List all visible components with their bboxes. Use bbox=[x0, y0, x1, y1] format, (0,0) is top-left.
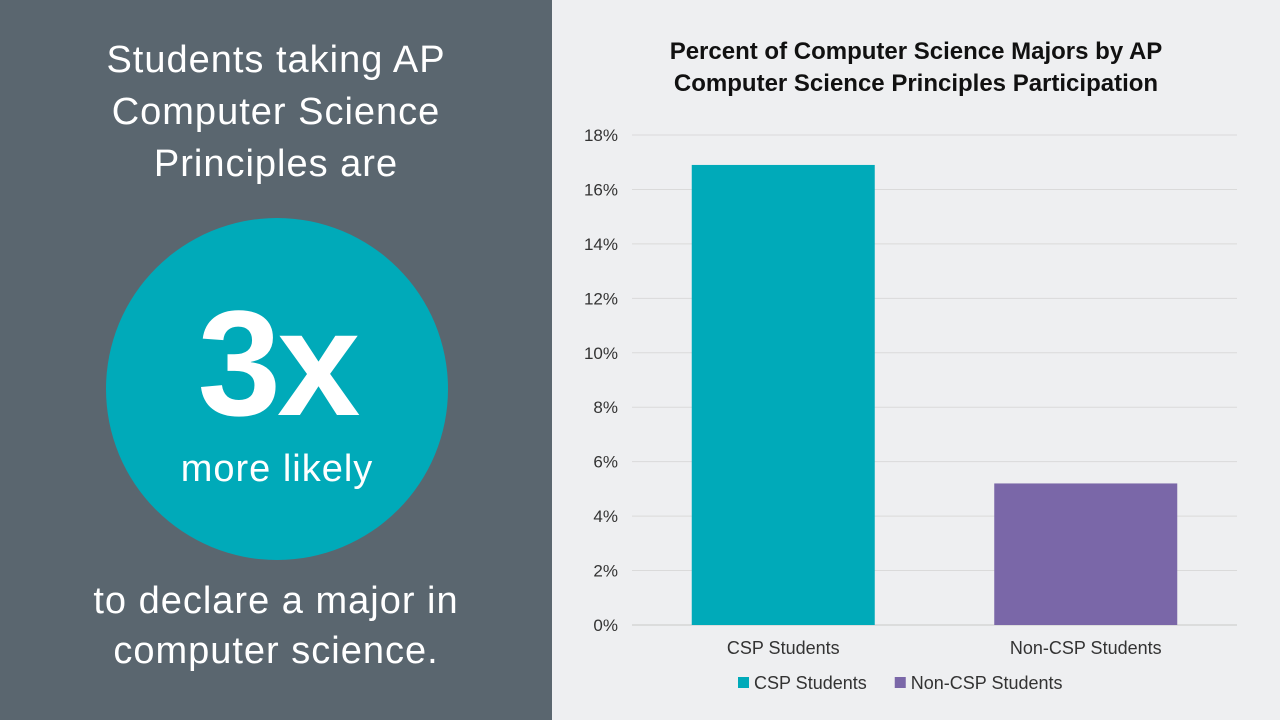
stat-circle: 3x more likely bbox=[106, 218, 448, 560]
legend-label: CSP Students bbox=[754, 673, 867, 693]
footer-line-2: computer science. bbox=[113, 630, 439, 672]
headline-line-3: Principles are bbox=[153, 143, 399, 185]
bar bbox=[691, 164, 875, 625]
y-tick-label: 6% bbox=[593, 453, 618, 472]
y-tick-label: 4% bbox=[593, 507, 618, 526]
headline: Students taking AP Computer Science Prin… bbox=[20, 34, 532, 190]
y-tick-label: 8% bbox=[593, 398, 618, 417]
footer-text: to declare a major in computer science. bbox=[20, 576, 532, 676]
x-category-label: CSP Students bbox=[727, 638, 840, 658]
left-panel: Students taking AP Computer Science Prin… bbox=[0, 0, 552, 720]
y-tick-label: 14% bbox=[584, 235, 618, 254]
y-tick-label: 18% bbox=[584, 126, 618, 145]
bar-chart: 0% 2% 4% 6% 8% 10% 12% 14% 16% 18% CSP Students Non… bbox=[584, 126, 1237, 693]
y-tick-label: 12% bbox=[584, 289, 618, 308]
stat-caption: more likely bbox=[180, 448, 374, 490]
chart-panel: Percent of Computer Science Majors by AP… bbox=[552, 0, 1280, 720]
chart-title: Percent of Computer Science Majors by AP… bbox=[552, 36, 1280, 100]
x-category-label: Non-CSP Students bbox=[1010, 638, 1162, 658]
bar bbox=[994, 483, 1178, 625]
footer-line-1: to declare a major in bbox=[93, 580, 459, 622]
y-tick-label: 0% bbox=[593, 616, 618, 635]
legend-swatch bbox=[738, 677, 749, 688]
headline-line-1: Students taking AP bbox=[106, 39, 446, 81]
legend-swatch bbox=[894, 677, 906, 688]
headline-line-2: Computer Science bbox=[111, 91, 441, 133]
chart-title-line-1: Percent of Computer Science Majors by AP bbox=[669, 38, 1163, 65]
y-tick-label: 16% bbox=[584, 180, 618, 199]
legend-label: Non-CSP Students bbox=[911, 673, 1063, 693]
y-tick-label: 10% bbox=[584, 344, 618, 363]
y-tick-label: 2% bbox=[593, 562, 618, 581]
chart-title-line-2: Computer Science Principles Participatio… bbox=[673, 70, 1159, 97]
stat-value: 3x bbox=[197, 279, 361, 447]
